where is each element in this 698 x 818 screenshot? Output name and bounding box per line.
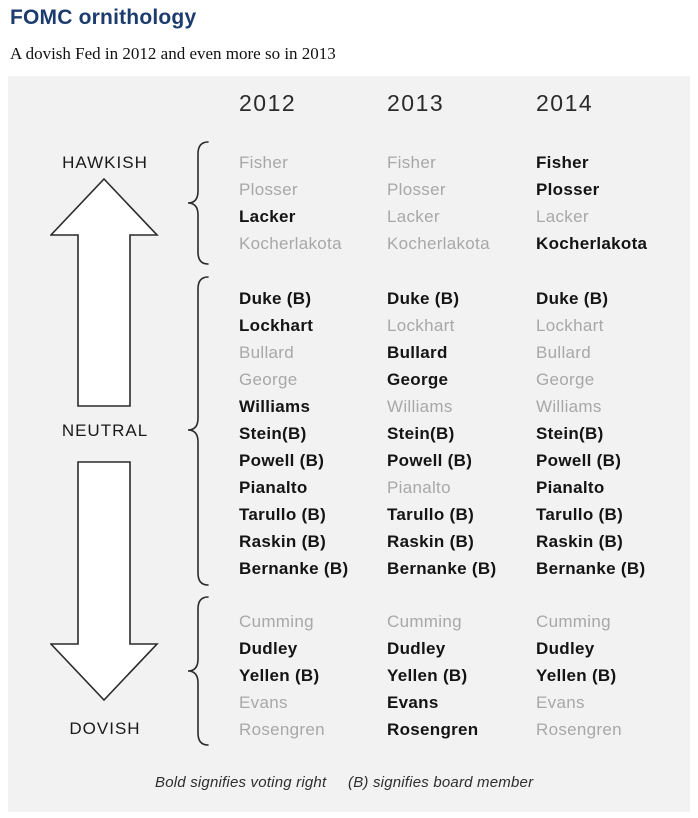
member-yellen-b-2012: Yellen (B) — [239, 666, 320, 685]
member-lockhart-2013: Lockhart — [387, 316, 455, 335]
member-bernanke-b-2012: Bernanke (B) — [239, 559, 349, 578]
member-powell-b-2014: Powell (B) — [536, 451, 622, 470]
dovish-brace-icon — [187, 596, 209, 746]
legend-bold-note: Bold signifies voting right — [155, 774, 327, 791]
member-powell-b-2013: Powell (B) — [387, 451, 473, 470]
member-dudley-2013: Dudley — [387, 639, 446, 658]
axis-label-hawkish: HAWKISH — [62, 153, 148, 172]
axis-label-neutral: NEUTRAL — [61, 421, 149, 440]
member-group-hawkish-2013: Fisher Plosser Lacker Kocherlakota — [387, 149, 535, 257]
member-cumming-2013: Cumming — [387, 612, 462, 631]
member-group-dovish-2014: Cumming Dudley Yellen (B) Evans Rosengren — [536, 608, 684, 743]
member-group-neutral-2014: Duke (B) Lockhart Bullard George Williams Ste… — [536, 285, 684, 582]
member-bernanke-b-2013: Bernanke (B) — [387, 559, 497, 578]
member-williams-2012: Williams — [239, 397, 311, 416]
member-group-neutral-2012: Duke (B) Lockhart Bullard George Williams Ste… — [239, 285, 387, 582]
member-rosengren-2014: Rosengren — [536, 720, 622, 739]
member-kocherlakota-2012: Kocherlakota — [239, 234, 342, 253]
axis-label-dovish: DOVISH — [69, 719, 141, 738]
member-fisher-2013: Fisher — [387, 153, 437, 172]
member-bullard-2012: Bullard — [239, 343, 295, 362]
member-raskin-b-2013: Raskin (B) — [387, 532, 475, 551]
member-group-hawkish-2012: Fisher Plosser Lacker Kocherlakota — [239, 149, 387, 257]
member-lockhart-2014: Lockhart — [536, 316, 604, 335]
member-pianalto-2013: Pianalto — [387, 478, 451, 497]
member-group-neutral-2013: Duke (B) Lockhart Bullard George Williams Ste… — [387, 285, 535, 582]
member-pianalto-2012: Pianalto — [239, 478, 308, 497]
member-stein-b-2012: Stein(B) — [239, 424, 307, 443]
legend-board-note: (B) signifies board member — [348, 774, 534, 791]
fomc-chart-panel: 2012 2013 2014 HAWKISH NEUTRAL DOVISH Fi… — [8, 76, 690, 812]
member-bullard-2013: Bullard — [387, 343, 448, 362]
member-plosser-2012: Plosser — [239, 180, 298, 199]
member-duke-b-2013: Duke (B) — [387, 289, 460, 308]
member-plosser-2013: Plosser — [387, 180, 446, 199]
member-bullard-2014: Bullard — [536, 343, 592, 362]
member-cumming-2012: Cumming — [239, 612, 314, 631]
member-lacker-2012: Lacker — [239, 207, 296, 226]
member-tarullo-b-2013: Tarullo (B) — [387, 505, 475, 524]
member-rosengren-2012: Rosengren — [239, 720, 325, 739]
member-pianalto-2014: Pianalto — [536, 478, 605, 497]
member-raskin-b-2012: Raskin (B) — [239, 532, 327, 551]
member-duke-b-2014: Duke (B) — [536, 289, 609, 308]
page-title: FOMC ornithology — [10, 6, 197, 29]
member-yellen-b-2013: Yellen (B) — [387, 666, 468, 685]
member-group-dovish-2013: Cumming Dudley Yellen (B) Evans Rosengren — [387, 608, 535, 743]
member-plosser-2014: Plosser — [536, 180, 600, 199]
up-arrow-icon — [50, 178, 159, 407]
member-rosengren-2013: Rosengren — [387, 720, 479, 739]
member-george-2014: George — [536, 370, 595, 389]
member-tarullo-b-2014: Tarullo (B) — [536, 505, 624, 524]
year-header-2012: 2012 — [239, 90, 297, 116]
member-group-dovish-2012: Cumming Dudley Yellen (B) Evans Rosengren — [239, 608, 387, 743]
down-arrow-icon — [50, 461, 159, 701]
member-williams-2014: Williams — [536, 397, 602, 416]
member-lacker-2014: Lacker — [536, 207, 589, 226]
neutral-brace-icon — [187, 276, 209, 586]
member-george-2012: George — [239, 370, 298, 389]
member-bernanke-b-2014: Bernanke (B) — [536, 559, 646, 578]
member-evans-2014: Evans — [536, 693, 585, 712]
member-dudley-2014: Dudley — [536, 639, 595, 658]
member-column-2013: Fisher Plosser Lacker Kocherlakota Duke (B) L… — [387, 149, 535, 743]
member-stein-b-2014: Stein(B) — [536, 424, 604, 443]
member-raskin-b-2014: Raskin (B) — [536, 532, 624, 551]
year-header-2013: 2013 — [387, 90, 445, 116]
member-cumming-2014: Cumming — [536, 612, 611, 631]
member-williams-2013: Williams — [387, 397, 453, 416]
member-group-hawkish-2014: Fisher Plosser Lacker Kocherlakota — [536, 149, 684, 257]
member-powell-b-2012: Powell (B) — [239, 451, 325, 470]
member-duke-b-2012: Duke (B) — [239, 289, 312, 308]
member-column-2012: Fisher Plosser Lacker Kocherlakota Duke (B) L… — [239, 149, 387, 743]
member-george-2013: George — [387, 370, 449, 389]
year-header-2014: 2014 — [536, 90, 594, 116]
member-fisher-2014: Fisher — [536, 153, 589, 172]
member-kocherlakota-2013: Kocherlakota — [387, 234, 490, 253]
member-evans-2012: Evans — [239, 693, 288, 712]
member-yellen-b-2014: Yellen (B) — [536, 666, 617, 685]
page-subtitle: A dovish Fed in 2012 and even more so in… — [10, 44, 336, 63]
hawkish-brace-icon — [187, 141, 209, 265]
member-kocherlakota-2014: Kocherlakota — [536, 234, 648, 253]
member-dudley-2012: Dudley — [239, 639, 298, 658]
member-evans-2013: Evans — [387, 693, 439, 712]
member-fisher-2012: Fisher — [239, 153, 289, 172]
member-tarullo-b-2012: Tarullo (B) — [239, 505, 327, 524]
member-stein-b-2013: Stein(B) — [387, 424, 455, 443]
member-lacker-2013: Lacker — [387, 207, 440, 226]
member-column-2014: Fisher Plosser Lacker Kocherlakota Duke (B) L… — [536, 149, 684, 743]
member-lockhart-2012: Lockhart — [239, 316, 314, 335]
